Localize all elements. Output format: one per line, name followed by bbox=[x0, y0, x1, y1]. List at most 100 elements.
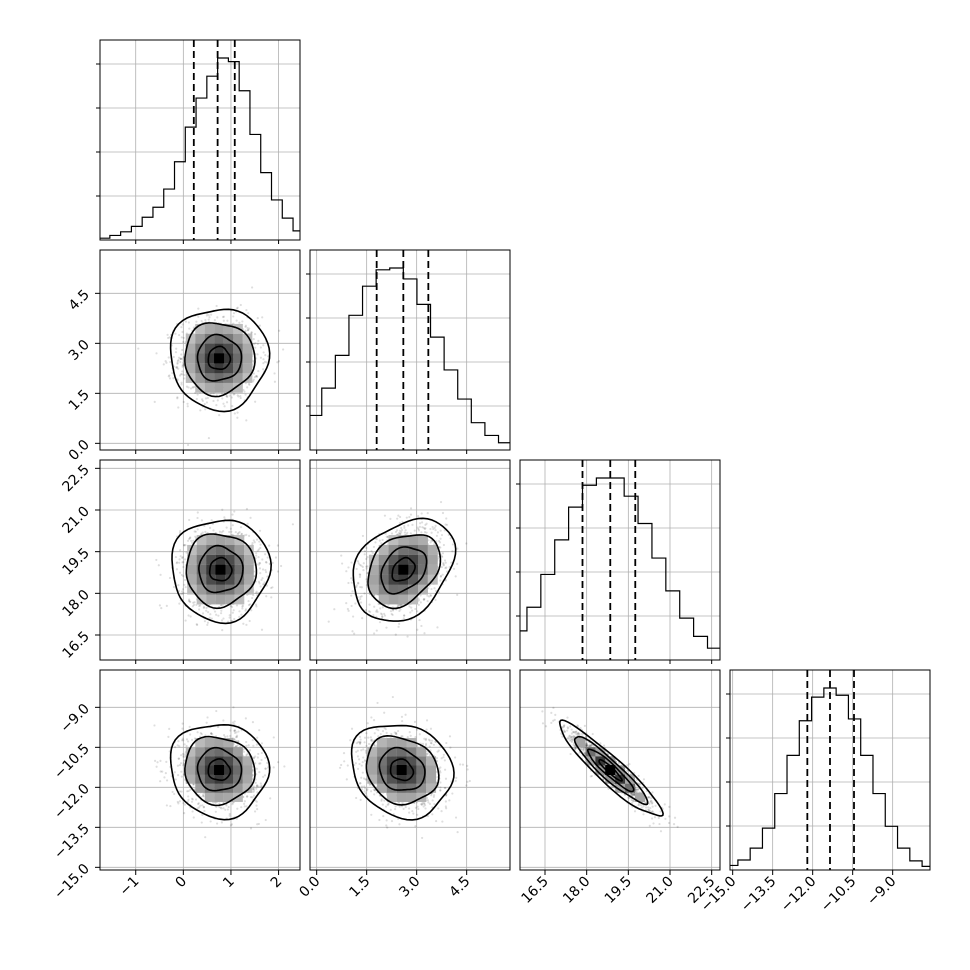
sample-point bbox=[254, 400, 257, 403]
density-cell bbox=[215, 574, 226, 585]
sample-point bbox=[187, 599, 191, 602]
sample-point bbox=[186, 790, 189, 793]
sample-point bbox=[434, 598, 437, 601]
sample-point bbox=[260, 784, 263, 787]
sample-point bbox=[231, 803, 234, 806]
sample-point bbox=[261, 558, 264, 561]
sample-point bbox=[454, 575, 457, 578]
sample-point bbox=[194, 530, 197, 533]
sample-point bbox=[181, 348, 184, 352]
sample-point bbox=[367, 610, 371, 613]
sample-point bbox=[429, 527, 432, 531]
density-cell bbox=[427, 564, 438, 575]
sample-point bbox=[183, 578, 187, 582]
sample-point bbox=[226, 808, 229, 811]
sample-point bbox=[238, 610, 241, 613]
sample-point bbox=[196, 528, 199, 531]
density-contour bbox=[208, 556, 233, 582]
density-cell bbox=[233, 353, 243, 364]
density-contour bbox=[380, 546, 428, 595]
sample-point bbox=[257, 548, 261, 551]
density-cell bbox=[196, 594, 207, 605]
sample-point bbox=[366, 556, 369, 559]
density-cell bbox=[223, 353, 234, 364]
sample-point bbox=[276, 570, 280, 573]
sample-point bbox=[255, 538, 259, 541]
sample-point bbox=[251, 352, 255, 356]
sample-point bbox=[441, 552, 445, 555]
sample-point bbox=[259, 546, 262, 550]
sample-point bbox=[398, 532, 402, 536]
sample-point bbox=[259, 346, 262, 349]
sample-point bbox=[416, 526, 419, 529]
sample-point bbox=[259, 543, 262, 546]
density-cell bbox=[195, 333, 205, 344]
sample-point bbox=[187, 789, 190, 793]
sample-point bbox=[259, 572, 262, 575]
sample-point bbox=[384, 532, 387, 535]
sample-point bbox=[194, 535, 197, 538]
sample-point bbox=[200, 532, 203, 535]
sample-point bbox=[246, 386, 249, 389]
density-cell bbox=[215, 535, 226, 546]
density-cell bbox=[398, 594, 409, 605]
sample-point bbox=[236, 533, 239, 536]
sample-point bbox=[423, 632, 426, 635]
sample-point bbox=[182, 565, 185, 569]
sample-point bbox=[197, 307, 200, 310]
sample-point bbox=[451, 543, 454, 546]
sample-point bbox=[193, 601, 196, 604]
sample-point bbox=[226, 620, 230, 623]
sample-point bbox=[443, 559, 447, 562]
sample-point bbox=[179, 530, 182, 533]
density-cell bbox=[214, 363, 224, 374]
density-cell bbox=[214, 343, 224, 354]
sample-point bbox=[270, 586, 273, 590]
sample-point bbox=[225, 395, 228, 398]
sample-point bbox=[258, 562, 262, 565]
sample-point bbox=[383, 612, 386, 615]
sample-point bbox=[351, 590, 354, 593]
sample-point bbox=[196, 511, 199, 514]
sample-point bbox=[229, 824, 233, 827]
sample-point bbox=[203, 809, 206, 813]
sample-point bbox=[257, 563, 261, 566]
density-cell bbox=[418, 574, 428, 585]
sample-point bbox=[439, 500, 443, 504]
sample-point bbox=[436, 626, 439, 629]
sample-point bbox=[177, 367, 180, 370]
sample-point bbox=[360, 564, 363, 567]
sample-point bbox=[221, 508, 224, 511]
sample-point bbox=[417, 529, 421, 532]
sample-point bbox=[184, 619, 187, 622]
sample-point bbox=[375, 609, 379, 612]
sample-point bbox=[398, 529, 401, 532]
sample-point bbox=[189, 600, 192, 603]
sample-point bbox=[196, 393, 199, 396]
sample-point bbox=[183, 583, 186, 586]
sample-point bbox=[424, 523, 427, 526]
panel-frame bbox=[99, 249, 301, 451]
sample-point bbox=[357, 581, 360, 584]
sample-point bbox=[240, 533, 243, 536]
density-cell bbox=[408, 574, 419, 585]
sample-point bbox=[180, 381, 183, 384]
sample-point bbox=[359, 597, 362, 601]
sample-point bbox=[222, 734, 226, 737]
sample-point bbox=[264, 561, 268, 564]
sample-point bbox=[252, 380, 255, 383]
density-cell bbox=[187, 554, 197, 565]
sample-point bbox=[456, 562, 459, 565]
sample-point bbox=[159, 759, 162, 762]
density-cell bbox=[388, 584, 399, 595]
density-cell bbox=[206, 564, 216, 575]
density-cell bbox=[378, 554, 389, 565]
sample-point bbox=[403, 614, 406, 617]
sample-point bbox=[192, 601, 195, 604]
sample-point bbox=[179, 360, 182, 364]
sample-point bbox=[389, 517, 392, 520]
density-contour bbox=[367, 534, 442, 610]
sample-point bbox=[215, 404, 218, 407]
density-cell bbox=[185, 333, 196, 344]
sample-point bbox=[187, 795, 190, 798]
